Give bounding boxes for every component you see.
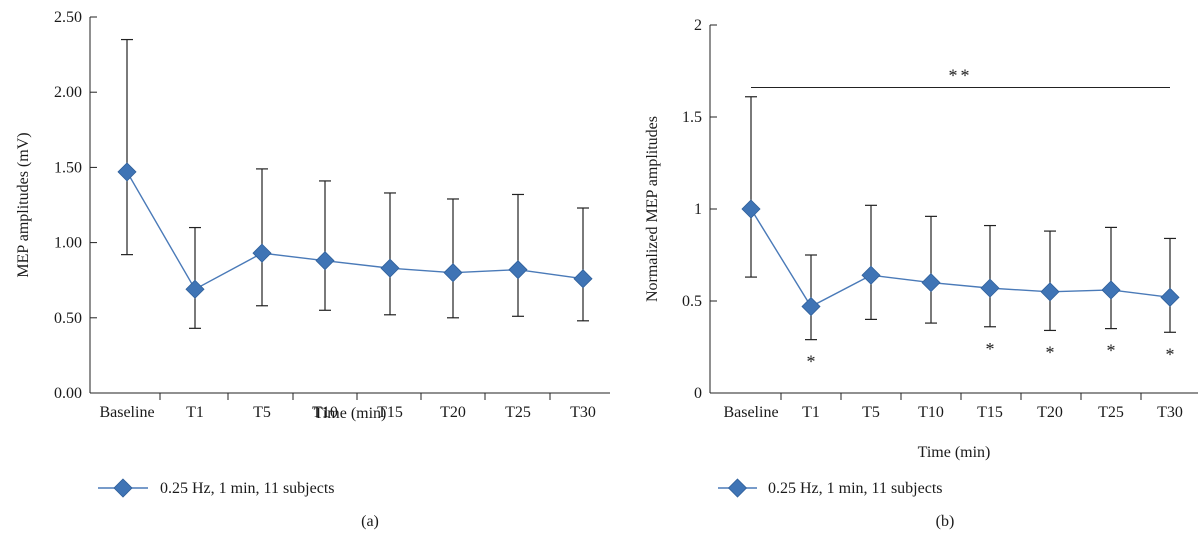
data-point-marker <box>573 269 593 289</box>
x-tick-label: T1 <box>186 404 204 421</box>
x-tick-label: T5 <box>253 404 271 421</box>
y-tick-label: 0.5 <box>682 293 702 310</box>
significance-star: * <box>1107 341 1116 361</box>
legend-label: 0.25 Hz, 1 min, 11 subjects <box>768 480 943 497</box>
y-axis-title: MEP amplitudes (mV) <box>15 132 32 277</box>
bracket-significance-label: ** <box>949 66 973 86</box>
y-tick-label: 2 <box>694 17 702 34</box>
significance-star: * <box>807 352 816 372</box>
data-point-marker <box>980 278 1000 298</box>
panel-label: (b) <box>936 513 955 530</box>
x-tick-label: Baseline <box>723 404 778 421</box>
x-axis-title: Time (min) <box>918 444 991 461</box>
y-tick-label: 1.5 <box>682 109 702 126</box>
data-point-marker <box>1160 287 1180 307</box>
x-tick-label: T25 <box>505 404 531 421</box>
legend-marker <box>727 478 748 498</box>
x-tick-label: T30 <box>570 404 596 421</box>
series-line <box>126 171 584 291</box>
data-point-marker <box>117 162 137 182</box>
data-point-marker <box>921 273 941 293</box>
y-tick-label: 2.50 <box>54 9 82 26</box>
y-axis-title: Normalized MEP amplitudes <box>644 116 661 302</box>
x-axis-title: Time (min) <box>314 405 387 422</box>
panel-label: (a) <box>361 513 379 530</box>
significance-star: * <box>1046 342 1055 362</box>
data-point-marker <box>861 265 881 285</box>
data-point-marker <box>508 260 528 280</box>
y-tick-label: 0.50 <box>54 310 82 327</box>
panel-b-chart: 0 0.5 1 1.5 2 Baseline T1 T5 T10 T15 T20 T25 T30 Time… <box>644 17 1198 530</box>
x-tick-label: T5 <box>862 404 880 421</box>
y-tick-label: 2.00 <box>54 84 82 101</box>
data-point-marker <box>185 279 205 299</box>
y-tick-label: 1.50 <box>54 159 82 176</box>
x-tick-label: T10 <box>312 404 338 421</box>
legend-marker <box>113 478 133 498</box>
x-tick-label: T20 <box>1037 404 1063 421</box>
y-tick-label: 0 <box>694 385 702 402</box>
x-tick-label: T15 <box>377 404 403 421</box>
data-point-marker <box>443 263 463 283</box>
x-tick-label: T30 <box>1157 404 1183 421</box>
data-point-marker <box>252 243 272 263</box>
x-tick-label: T1 <box>802 404 820 421</box>
x-tick-label: Baseline <box>99 404 154 421</box>
data-point-marker <box>315 251 335 271</box>
data-point-marker <box>1040 282 1060 302</box>
significance-star: * <box>1166 344 1175 364</box>
data-point-marker <box>741 199 761 219</box>
data-point-marker <box>1101 280 1121 300</box>
x-tick-label: T20 <box>440 404 466 421</box>
data-point-marker <box>801 296 821 317</box>
x-tick-label: T10 <box>918 404 944 421</box>
y-tick-label: 1 <box>694 201 702 218</box>
y-tick-label: 1.00 <box>54 235 82 252</box>
legend-label: 0.25 Hz, 1 min, 11 subjects <box>160 480 335 497</box>
significance-star: * <box>986 339 995 359</box>
data-point-marker <box>380 258 400 278</box>
x-tick-label: T15 <box>977 404 1003 421</box>
series-line <box>750 208 1171 308</box>
y-tick-label: 0.00 <box>54 385 82 402</box>
x-tick-label: T25 <box>1098 404 1124 421</box>
